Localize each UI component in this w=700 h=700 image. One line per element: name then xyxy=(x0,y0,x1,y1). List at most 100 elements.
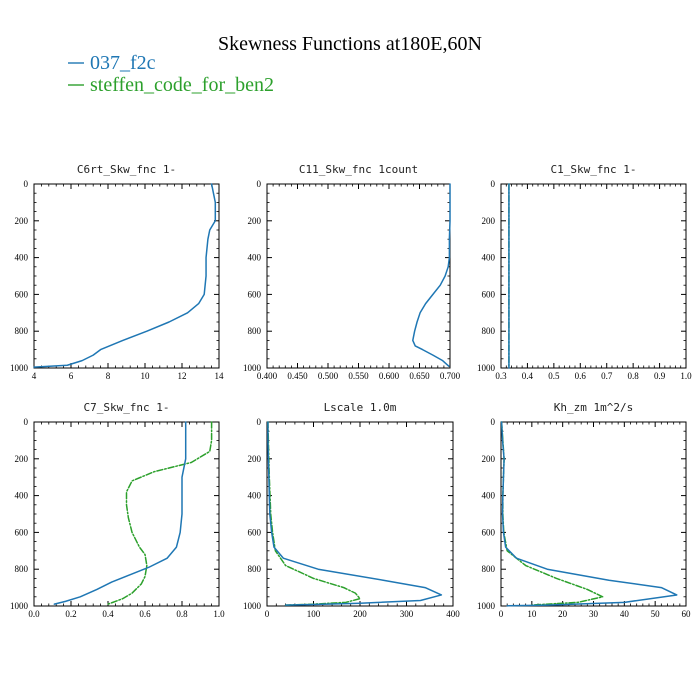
x-tick-label: 0.4 xyxy=(102,609,114,619)
series-line-1 xyxy=(267,421,443,606)
x-tick-label: 60 xyxy=(682,609,692,619)
panel-title: C7_Skw_fnc 1- xyxy=(83,401,169,414)
x-tick-label: 0.4 xyxy=(522,371,534,381)
x-tick-label: 0.400 xyxy=(257,371,278,381)
y-tick-label: 600 xyxy=(482,527,496,537)
x-tick-label: 100 xyxy=(307,609,321,619)
x-tick-label: 8 xyxy=(106,371,111,381)
series-line-2 xyxy=(107,421,213,605)
y-tick-label: 200 xyxy=(15,216,29,226)
panel-title: Lscale 1.0m xyxy=(324,401,397,414)
y-tick-label: 0 xyxy=(257,417,262,427)
x-tick-label: 0.700 xyxy=(440,371,461,381)
y-tick-label: 800 xyxy=(15,326,29,336)
y-tick-label: 600 xyxy=(15,289,29,299)
x-tick-label: 0.6 xyxy=(575,371,587,381)
x-tick-label: 200 xyxy=(353,609,367,619)
y-tick-label: 400 xyxy=(15,253,29,263)
panel-2: C11_Skw_fnc 1count 0.400 0.450 0.500 0.550 0.… xyxy=(243,163,461,381)
x-tick-label: 0.6 xyxy=(139,609,151,619)
panels: C6rt_Skw_fnc 1-4 6 8 10 12 140200400600800100… xyxy=(10,163,692,619)
x-tick-label: 0.500 xyxy=(318,371,339,381)
y-tick-label: 1000 xyxy=(477,601,496,611)
y-tick-label: 0 xyxy=(24,179,29,189)
x-tick-label: 50 xyxy=(651,609,661,619)
x-tick-label: 0.9 xyxy=(654,371,666,381)
x-tick-label: 300 xyxy=(400,609,414,619)
y-tick-label: 200 xyxy=(482,454,496,464)
panel-4: C7_Skw_fnc 1- 0.0 0.2 0.4 0.6 0.8 1.0 0 200 400 60… xyxy=(10,401,225,619)
x-tick-label: 0.0 xyxy=(28,609,40,619)
plot-frame xyxy=(266,183,451,369)
series-line-1 xyxy=(500,421,678,607)
x-tick-label: 0.600 xyxy=(379,371,400,381)
y-tick-label: 200 xyxy=(248,454,262,464)
y-tick-label: 600 xyxy=(15,527,29,537)
plot-frame xyxy=(33,183,220,369)
x-tick-label: 0.450 xyxy=(287,371,308,381)
y-tick-label: 1000 xyxy=(10,363,29,373)
x-tick-label: 20 xyxy=(558,609,568,619)
y-tick-label: 1000 xyxy=(10,601,29,611)
series-line-2 xyxy=(500,421,604,606)
x-tick-label: 0.2 xyxy=(65,609,76,619)
x-tick-label: 4 xyxy=(32,371,37,381)
x-tick-label: 10 xyxy=(527,609,537,619)
y-tick-label: 400 xyxy=(482,253,496,263)
x-tick-label: 0 xyxy=(499,609,504,619)
y-tick-label: 400 xyxy=(482,491,496,501)
x-tick-label: 0 xyxy=(265,609,270,619)
panel-6: Kh_zm 1m^2/s0 10 20 30 40 50 60020040060080010… xyxy=(477,401,691,619)
y-tick-label: 1000 xyxy=(243,601,262,611)
legend-item: 037_f2c xyxy=(68,52,156,74)
y-tick-label: 200 xyxy=(15,454,29,464)
series-line-1 xyxy=(33,183,217,368)
y-tick-label: 0 xyxy=(257,179,262,189)
y-tick-label: 800 xyxy=(482,564,496,574)
series-line-1 xyxy=(53,421,187,605)
x-tick-label: 40 xyxy=(620,609,630,619)
x-tick-label: 0.5 xyxy=(548,371,560,381)
series-line-2 xyxy=(267,421,361,606)
panel-5: Lscale 1.0m 0 100 200 300 400 0 200 400 600 800 100… xyxy=(243,401,460,619)
panel-title: Kh_zm 1m^2/s xyxy=(554,401,633,414)
legend-item: steffen_code_for_ben2 xyxy=(68,74,274,96)
y-tick-label: 0 xyxy=(24,417,29,427)
figure-title: Skewness Functions at180E,60N xyxy=(218,33,482,55)
x-tick-label: 0.3 xyxy=(495,371,507,381)
plot-frame xyxy=(33,421,220,607)
y-tick-label: 400 xyxy=(248,253,262,263)
x-tick-label: 1.0 xyxy=(213,609,225,619)
x-tick-label: 30 xyxy=(589,609,599,619)
x-tick-label: 10 xyxy=(141,371,151,381)
panel-1: C6rt_Skw_fnc 1- 4 6 8 10 12 14 0 200 400 600 800 100… xyxy=(10,163,224,381)
legend-label: steffen_code_for_ben2 xyxy=(90,74,274,96)
x-tick-label: 1.0 xyxy=(680,371,692,381)
panel-title: C1_Skw_fnc 1- xyxy=(550,163,636,176)
y-tick-label: 1000 xyxy=(243,363,262,373)
x-tick-label: 6 xyxy=(69,371,74,381)
plot-frame xyxy=(266,421,454,607)
x-tick-label: 0.650 xyxy=(409,371,430,381)
x-tick-label: 0.8 xyxy=(176,609,188,619)
legend-label: 037_f2c xyxy=(90,52,156,74)
panel-3: C1_Skw_fnc 1- 0.3 0.4 0.5 0.6 0.7 0.8 0.9 1.0 0 20… xyxy=(477,163,692,381)
x-tick-label: 0.550 xyxy=(348,371,369,381)
series-line-1 xyxy=(412,183,451,367)
plot-frame xyxy=(500,421,687,607)
x-tick-label: 0.8 xyxy=(628,371,640,381)
y-tick-label: 600 xyxy=(248,289,262,299)
y-tick-label: 0 xyxy=(491,417,496,427)
plot-frame xyxy=(500,183,687,369)
y-tick-label: 800 xyxy=(248,564,262,574)
y-tick-label: 200 xyxy=(248,216,262,226)
y-tick-label: 200 xyxy=(482,216,496,226)
y-tick-label: 600 xyxy=(482,289,496,299)
y-tick-label: 800 xyxy=(15,564,29,574)
y-tick-label: 1000 xyxy=(477,363,496,373)
x-tick-label: 0.7 xyxy=(601,371,613,381)
y-tick-label: 800 xyxy=(248,326,262,336)
y-tick-label: 400 xyxy=(248,491,262,501)
